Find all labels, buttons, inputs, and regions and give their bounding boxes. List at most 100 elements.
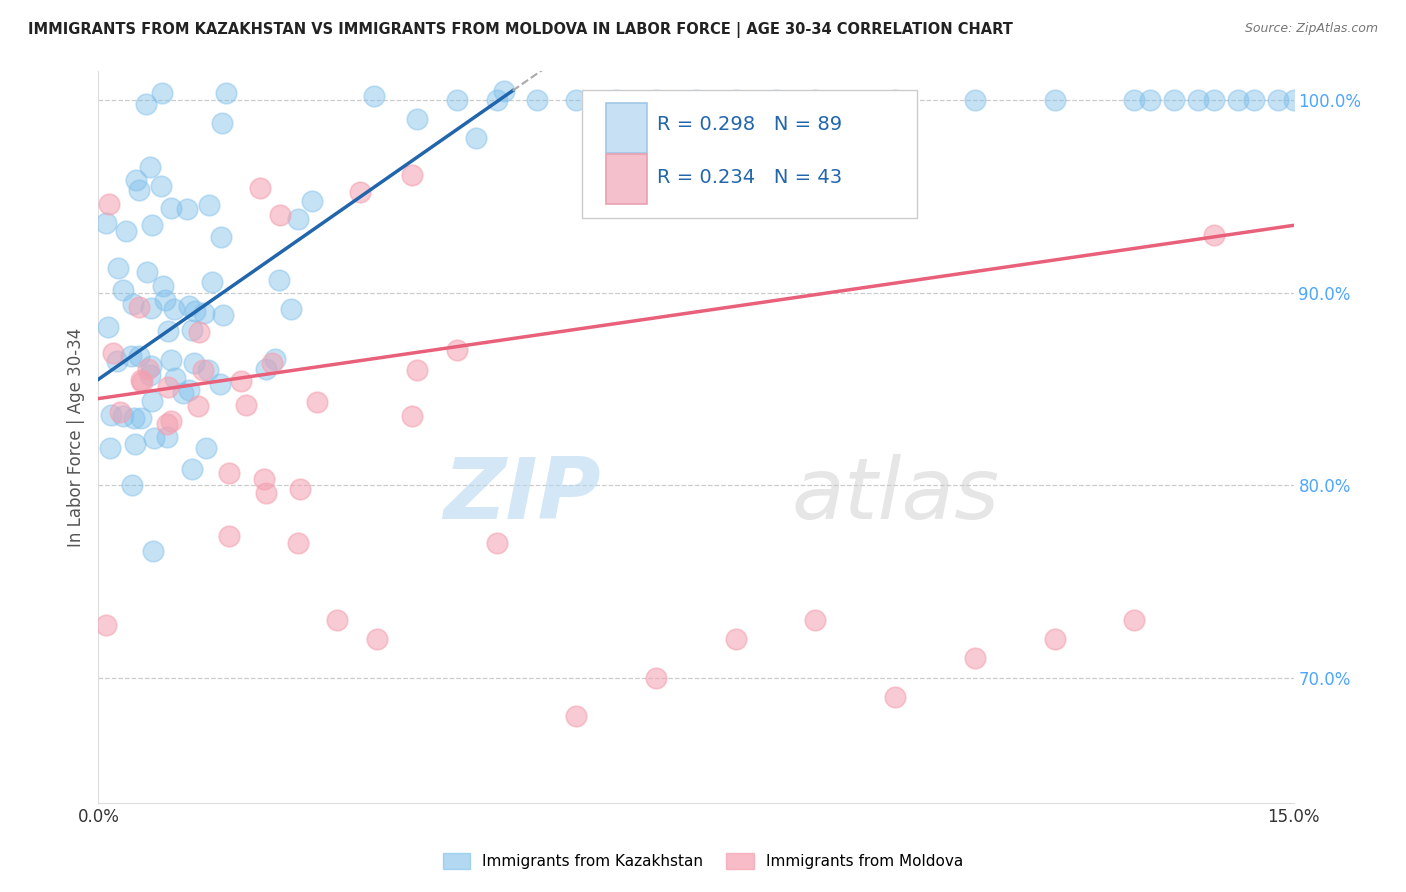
- Point: [1043, 93, 1066, 107]
- Point: [884, 93, 907, 107]
- Point: [254, 486, 277, 500]
- Point: [142, 431, 165, 445]
- Point: [401, 168, 423, 182]
- Point: [765, 93, 787, 107]
- Point: [1187, 93, 1209, 107]
- Point: [153, 293, 176, 307]
- Point: [366, 632, 388, 647]
- Point: [122, 411, 145, 425]
- Point: [280, 302, 302, 317]
- Point: [269, 272, 291, 286]
- Point: [963, 93, 986, 107]
- Point: [1243, 93, 1265, 107]
- Point: [141, 359, 163, 373]
- Point: [101, 346, 124, 360]
- Point: [1202, 93, 1225, 107]
- Point: [1267, 93, 1289, 107]
- Point: [229, 374, 252, 388]
- Point: [287, 211, 309, 226]
- Point: [1226, 93, 1249, 107]
- Point: [197, 363, 219, 377]
- Point: [172, 385, 194, 400]
- Point: [565, 93, 588, 107]
- Point: [163, 371, 186, 385]
- Point: [142, 544, 165, 558]
- Point: [97, 320, 120, 334]
- Text: R = 0.298   N = 89: R = 0.298 N = 89: [657, 115, 842, 135]
- Point: [105, 353, 128, 368]
- Point: [181, 462, 204, 476]
- Point: [645, 93, 668, 107]
- Point: [446, 343, 468, 358]
- Point: [406, 112, 429, 127]
- Point: [176, 202, 198, 217]
- Point: [446, 93, 468, 107]
- Point: [305, 395, 328, 409]
- Point: [188, 325, 211, 339]
- Point: [191, 363, 214, 377]
- Point: [218, 467, 240, 481]
- Point: [187, 399, 209, 413]
- Point: [1123, 613, 1146, 627]
- Point: [208, 377, 231, 392]
- Point: [1282, 93, 1305, 107]
- Point: [963, 651, 986, 665]
- Point: [128, 349, 150, 363]
- Point: [108, 404, 131, 418]
- Point: [401, 409, 423, 424]
- Point: [96, 618, 118, 632]
- Point: [115, 224, 138, 238]
- Point: [100, 408, 122, 422]
- Point: [201, 275, 224, 289]
- Point: [287, 536, 309, 550]
- Point: [485, 93, 508, 107]
- Point: [107, 260, 129, 275]
- Point: [685, 93, 707, 107]
- Point: [1163, 93, 1185, 107]
- Point: [177, 383, 200, 397]
- Point: [141, 219, 163, 233]
- Point: [96, 217, 118, 231]
- Point: [264, 352, 287, 367]
- Point: [179, 299, 201, 313]
- Point: [198, 198, 221, 212]
- Point: [112, 283, 135, 297]
- Point: [884, 690, 907, 704]
- Text: Source: ZipAtlas.com: Source: ZipAtlas.com: [1244, 22, 1378, 36]
- Point: [406, 362, 429, 376]
- Point: [526, 93, 548, 107]
- Point: [139, 160, 162, 174]
- Point: [301, 194, 323, 208]
- Point: [218, 529, 240, 543]
- Point: [605, 93, 627, 107]
- Point: [253, 472, 276, 486]
- Point: [124, 437, 146, 451]
- Point: [209, 230, 232, 244]
- Point: [111, 409, 134, 423]
- Point: [193, 306, 215, 320]
- Point: [194, 441, 217, 455]
- Point: [125, 173, 148, 187]
- Point: [128, 300, 150, 314]
- Point: [131, 411, 153, 425]
- Point: [211, 116, 233, 130]
- Point: [485, 536, 508, 550]
- Point: [492, 84, 515, 98]
- Point: [163, 302, 186, 317]
- Point: [156, 380, 179, 394]
- FancyBboxPatch shape: [606, 154, 647, 204]
- Point: [254, 362, 277, 376]
- Point: [288, 482, 311, 496]
- Point: [152, 279, 174, 293]
- Point: [1123, 93, 1146, 107]
- Point: [135, 97, 157, 112]
- Point: [181, 323, 204, 337]
- Point: [141, 394, 163, 409]
- Point: [122, 297, 145, 311]
- Point: [98, 197, 121, 211]
- FancyBboxPatch shape: [606, 103, 647, 153]
- Point: [98, 441, 121, 455]
- Legend: Immigrants from Kazakhstan, Immigrants from Moldova: Immigrants from Kazakhstan, Immigrants f…: [437, 847, 969, 875]
- Point: [183, 356, 205, 370]
- Point: [235, 398, 257, 412]
